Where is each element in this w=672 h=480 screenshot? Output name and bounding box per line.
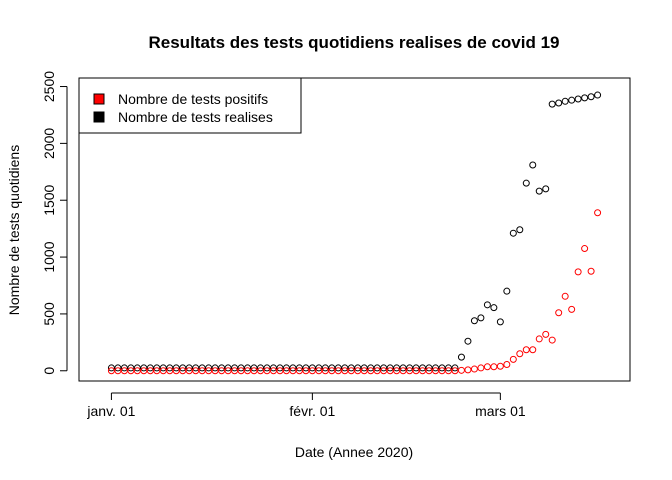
legend-box <box>78 77 302 134</box>
data-point <box>522 179 530 187</box>
data-point <box>581 245 589 253</box>
data-point <box>581 94 589 102</box>
data-point <box>548 100 556 108</box>
x-tick-label: févr. 01 <box>289 403 335 419</box>
data-point <box>509 355 517 363</box>
data-point <box>529 346 537 354</box>
data-point <box>568 305 576 313</box>
series-positifs <box>107 209 602 375</box>
legend: Nombre de tests positifs Nombre de tests… <box>78 77 302 134</box>
data-point <box>542 330 550 338</box>
y-axis: 0 500 1000 1500 2000 2500 <box>41 71 68 375</box>
legend-swatch-positifs <box>93 93 105 105</box>
data-point <box>542 185 550 193</box>
data-point <box>464 337 472 345</box>
data-point <box>496 318 504 326</box>
data-point <box>490 304 498 312</box>
data-point <box>464 366 472 374</box>
data-point <box>587 267 595 275</box>
data-point <box>574 95 582 103</box>
y-tick-label: 0 <box>41 367 57 375</box>
legend-swatch-realises <box>93 111 105 123</box>
chart-title: Resultats des tests quotidiens realises … <box>149 33 560 52</box>
data-point <box>594 91 602 99</box>
data-point <box>470 317 478 325</box>
data-point <box>477 364 485 372</box>
plot-area-frame <box>78 77 631 382</box>
data-point <box>451 364 459 372</box>
series-realises <box>107 91 602 372</box>
y-tick-label: 2000 <box>41 128 57 159</box>
data-point <box>529 161 537 169</box>
data-point <box>516 350 524 358</box>
data-point <box>587 93 595 101</box>
y-axis-label: Nombre de tests quotidiens <box>6 145 22 315</box>
data-point <box>516 226 524 234</box>
data-point <box>483 363 491 371</box>
legend-label-positifs: Nombre de tests positifs <box>118 91 268 107</box>
legend-label-realises: Nombre de tests realises <box>118 109 273 125</box>
data-point <box>561 97 569 105</box>
data-point <box>503 287 511 295</box>
data-point <box>555 309 563 317</box>
y-tick-label: 500 <box>41 302 57 326</box>
data-points <box>107 91 602 375</box>
x-axis-label: Date (Annee 2020) <box>295 444 413 460</box>
data-point <box>457 366 465 374</box>
data-point <box>483 301 491 309</box>
y-tick-label: 1000 <box>41 241 57 272</box>
data-point <box>561 292 569 300</box>
data-point <box>457 353 465 361</box>
data-point <box>490 363 498 371</box>
data-point <box>522 346 530 354</box>
x-tick-label: janv. 01 <box>86 403 135 419</box>
data-point <box>477 314 485 322</box>
data-point <box>548 336 556 344</box>
x-axis: janv. 01 févr. 01 mars 01 <box>86 392 526 419</box>
data-point <box>535 335 543 343</box>
data-point <box>470 365 478 373</box>
data-point <box>594 209 602 217</box>
data-point <box>503 361 511 369</box>
data-point <box>574 268 582 276</box>
y-tick-label: 1500 <box>41 184 57 215</box>
data-point <box>535 187 543 195</box>
data-point <box>451 367 459 375</box>
data-point <box>509 229 517 237</box>
data-point <box>555 99 563 107</box>
x-tick-label: mars 01 <box>475 403 526 419</box>
data-point <box>568 96 576 104</box>
y-tick-label: 2500 <box>41 71 57 102</box>
data-point <box>496 362 504 370</box>
